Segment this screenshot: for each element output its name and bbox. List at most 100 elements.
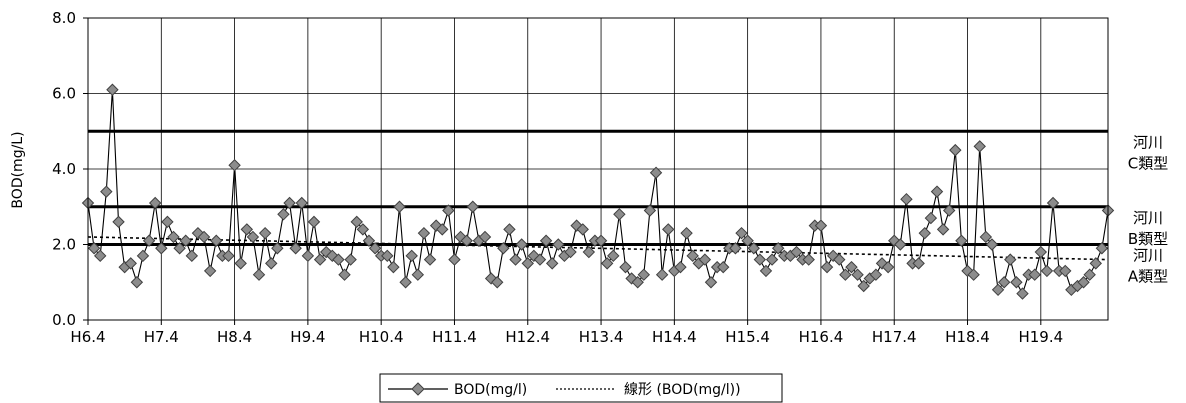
data-point [234,257,247,270]
data-point [637,268,651,281]
data-point [106,83,119,96]
x-tick-label: H6.4 [70,328,105,346]
x-tick-label: H14.4 [652,328,697,346]
data-point [949,143,962,157]
data-point [576,223,589,236]
data-point [729,242,742,255]
data-point [393,200,406,213]
data-point [326,249,339,263]
data-point [1004,253,1017,266]
data-point [436,223,449,236]
data-point [765,253,779,266]
data-point [607,249,620,263]
reference-label-line1: 河川 [1133,247,1163,265]
data-point [1040,264,1054,278]
data-point [619,260,632,274]
data-point [509,253,522,266]
data-point [1016,287,1029,300]
data-point [277,208,290,221]
data-point [680,226,693,240]
data-point [197,230,211,244]
data-point [240,223,254,236]
data-point [301,249,315,263]
data-point [313,253,327,266]
data-point [173,242,186,255]
data-point [826,249,840,263]
data-point [442,204,455,217]
data-point [100,185,113,198]
data-point [210,234,223,247]
x-tick-label: H7.4 [144,328,179,346]
data-point [1083,268,1096,281]
data-point [942,204,956,217]
data-point [344,253,357,266]
y-tick-label: 6.0 [52,85,76,103]
data-point [698,253,712,266]
x-tick-label: H8.4 [217,328,252,346]
y-axis-title: BOD(mg/L) [10,131,26,208]
data-point [539,234,553,247]
data-point [552,238,565,251]
data-point [839,268,852,281]
data-point [912,257,925,270]
data-point [112,215,125,229]
data-point [142,234,156,247]
data-point [283,196,296,210]
data-point [655,268,669,281]
data-point [814,219,828,232]
data-point [167,230,180,244]
data-point [521,257,534,270]
data-point [148,196,162,210]
data-point [130,276,144,289]
data-point [515,238,528,251]
x-tick-label: H10.4 [359,328,404,346]
data-point [87,242,101,255]
trendline-layer [87,236,1109,261]
trendline [87,236,1109,261]
data-point [833,253,846,266]
data-point [1095,242,1109,255]
data-point [252,268,266,281]
data-point [356,223,370,236]
y-tick-label: 4.0 [52,160,76,178]
data-point [717,260,730,274]
data-point [185,249,199,263]
data-point [802,253,815,266]
data-point [991,283,1005,297]
data-point [753,253,767,266]
data-point [1077,276,1090,289]
x-tick-label: H11.4 [432,328,477,346]
data-point [955,234,968,247]
data-point [820,260,834,274]
series-layer [81,83,1115,300]
data-point [894,238,907,251]
data-point [533,253,547,266]
data-point [497,242,510,255]
data-point [747,242,760,255]
x-tick-label: H12.4 [505,328,550,346]
data-point [704,276,718,289]
data-point [900,192,913,206]
data-point [417,226,431,240]
x-tick-label: H19.4 [1018,328,1063,346]
data-point [124,257,137,270]
data-point [851,268,864,281]
reference-label-line2: C類型 [1128,154,1168,172]
data-point [338,268,351,281]
data-point [466,200,479,213]
data-point [460,234,473,247]
data-point [1010,276,1023,289]
data-point [771,242,785,255]
data-point [967,268,980,281]
x-tick-label: H13.4 [579,328,624,346]
reference-label-line2: B類型 [1128,230,1168,248]
data-point [1028,268,1041,281]
x-tick-label: H16.4 [799,328,844,346]
data-point [918,226,931,240]
data-point [582,245,596,259]
data-point [564,245,577,259]
data-point [686,249,699,263]
data-point [265,257,278,270]
y-axis-ticks: 0.0 2.0 4.0 6.0 8.0 [52,9,88,329]
data-point [289,242,302,255]
